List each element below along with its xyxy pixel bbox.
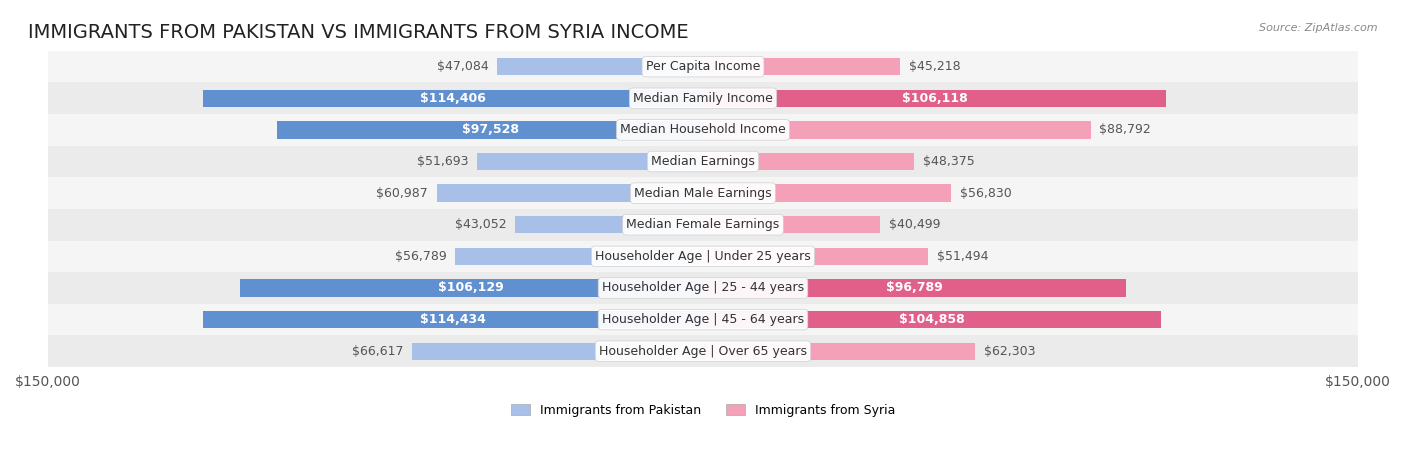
Text: Householder Age | Over 65 years: Householder Age | Over 65 years (599, 345, 807, 358)
Bar (48, 114, 1358, 146)
Text: $45,218: $45,218 (910, 60, 960, 73)
Bar (48, 241, 1358, 272)
Bar (48, 177, 1358, 209)
Text: $62,303: $62,303 (984, 345, 1035, 358)
Bar (48, 51, 1358, 83)
Text: $40,499: $40,499 (889, 218, 941, 231)
Bar (703, 121, 1091, 139)
Text: $104,858: $104,858 (898, 313, 965, 326)
Text: Source: ZipAtlas.com: Source: ZipAtlas.com (1260, 23, 1378, 33)
Text: Median Earnings: Median Earnings (651, 155, 755, 168)
Bar (703, 342, 976, 360)
Text: $88,792: $88,792 (1099, 123, 1152, 136)
Bar (456, 248, 703, 265)
Bar (437, 184, 703, 202)
Text: $106,129: $106,129 (439, 282, 505, 295)
Bar (48, 209, 1358, 241)
Bar (204, 90, 703, 107)
Bar (239, 279, 703, 297)
Bar (703, 90, 1167, 107)
Bar (703, 248, 928, 265)
Text: $56,789: $56,789 (395, 250, 446, 263)
Text: $114,434: $114,434 (420, 313, 486, 326)
Text: $51,494: $51,494 (936, 250, 988, 263)
Bar (703, 279, 1126, 297)
Text: $96,789: $96,789 (886, 282, 942, 295)
Text: $51,693: $51,693 (418, 155, 468, 168)
Text: Householder Age | 25 - 44 years: Householder Age | 25 - 44 years (602, 282, 804, 295)
Text: $60,987: $60,987 (377, 187, 427, 199)
Text: Per Capita Income: Per Capita Income (645, 60, 761, 73)
Bar (412, 342, 703, 360)
Bar (498, 58, 703, 75)
Text: $114,406: $114,406 (420, 92, 486, 105)
Bar (48, 146, 1358, 177)
Bar (703, 58, 900, 75)
Bar (48, 304, 1358, 335)
Bar (48, 335, 1358, 367)
Bar (703, 216, 880, 234)
Legend: Immigrants from Pakistan, Immigrants from Syria: Immigrants from Pakistan, Immigrants fro… (506, 399, 900, 422)
Text: $56,830: $56,830 (960, 187, 1012, 199)
Bar (703, 184, 952, 202)
Text: Median Family Income: Median Family Income (633, 92, 773, 105)
Bar (48, 83, 1358, 114)
Bar (703, 311, 1161, 328)
Bar (277, 121, 703, 139)
Text: $97,528: $97,528 (461, 123, 519, 136)
Text: $66,617: $66,617 (352, 345, 404, 358)
Bar (477, 153, 703, 170)
Bar (48, 272, 1358, 304)
Bar (703, 153, 914, 170)
Text: Median Male Earnings: Median Male Earnings (634, 187, 772, 199)
Text: IMMIGRANTS FROM PAKISTAN VS IMMIGRANTS FROM SYRIA INCOME: IMMIGRANTS FROM PAKISTAN VS IMMIGRANTS F… (28, 23, 689, 42)
Text: Median Female Earnings: Median Female Earnings (627, 218, 779, 231)
Text: Householder Age | 45 - 64 years: Householder Age | 45 - 64 years (602, 313, 804, 326)
Bar (515, 216, 703, 234)
Bar (204, 311, 703, 328)
Text: $43,052: $43,052 (454, 218, 506, 231)
Text: $106,118: $106,118 (901, 92, 967, 105)
Text: Householder Age | Under 25 years: Householder Age | Under 25 years (595, 250, 811, 263)
Text: $47,084: $47,084 (437, 60, 489, 73)
Text: Median Household Income: Median Household Income (620, 123, 786, 136)
Text: $48,375: $48,375 (922, 155, 974, 168)
